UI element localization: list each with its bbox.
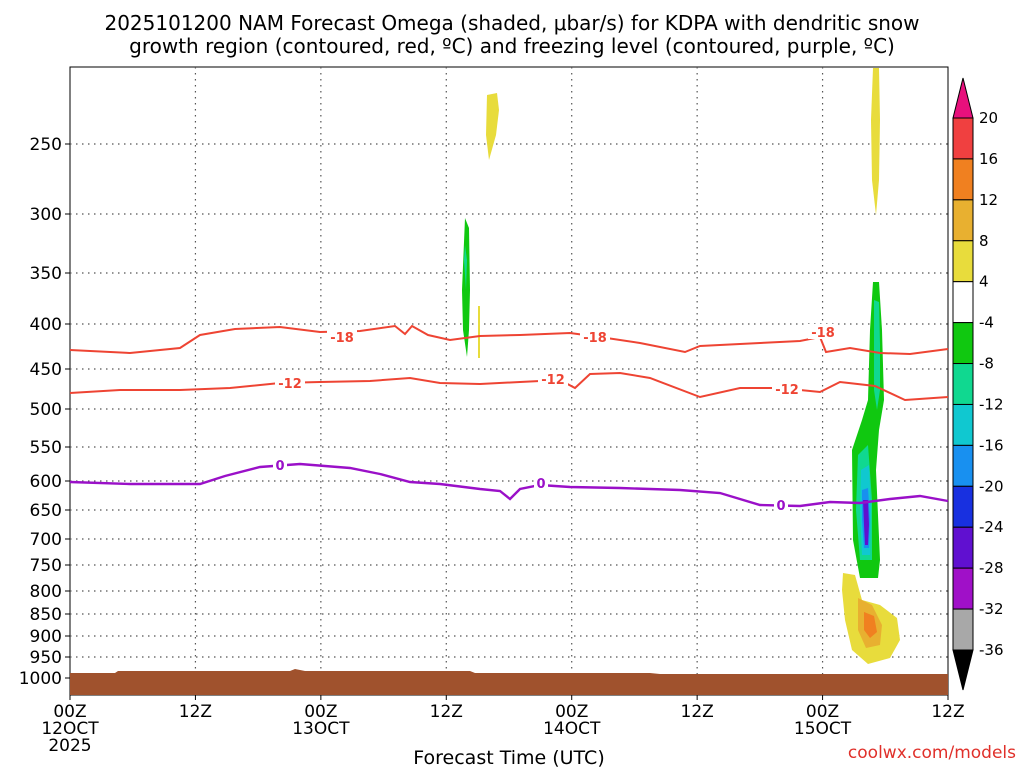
x-tick-label: 15OCT: [794, 719, 852, 739]
colorbar-label: -16: [979, 436, 1004, 454]
colorbar-label: -24: [979, 518, 1004, 536]
colorbar-label: 8: [979, 232, 989, 250]
contour-label-bg: [808, 324, 838, 339]
y-tick-label: 800: [30, 582, 62, 602]
colorbar-segment: [952, 608, 974, 651]
x-tick-label: 12OCT: [41, 719, 99, 739]
contour-label: -18: [330, 331, 354, 346]
contour-label: -18: [811, 326, 835, 341]
x-tick-label: 00Z: [304, 702, 337, 722]
y-tick-label: 950: [30, 648, 62, 668]
credit-text: coolwx.com/models: [848, 743, 1016, 763]
colorbar-label: -28: [979, 559, 1004, 577]
colorbar-label: -32: [979, 600, 1004, 618]
x-tick-label: 00Z: [53, 702, 86, 722]
colorbar-segment: [952, 485, 974, 528]
omega-region-purple: [863, 500, 869, 545]
y-tick-label: 900: [30, 627, 62, 647]
colorbar-segment: [952, 240, 974, 283]
omega-region-orange-core: [864, 612, 877, 638]
contour-label-bg: [772, 381, 802, 396]
colorbar-segment: [952, 526, 974, 569]
contour-label-bg: [273, 457, 287, 472]
contour-label-bg: [327, 329, 357, 344]
colorbar-segment: [952, 281, 974, 324]
colorbar-cap-bottom: [952, 649, 974, 691]
contour-label: -18: [583, 331, 607, 346]
contour-label: -12: [278, 377, 302, 392]
x-tick-label: 12Z: [430, 702, 463, 722]
y-tick-label: 500: [30, 400, 62, 420]
y-tick-label: 350: [30, 264, 62, 284]
contour-label: 0: [275, 459, 284, 474]
contour-label-bg: [534, 475, 548, 490]
x-tick-label: 12Z: [681, 702, 714, 722]
contour-label: -12: [541, 373, 565, 388]
x-tick-label: 2025: [48, 736, 91, 756]
contour-minus18: [69, 324, 949, 356]
x-tick-label: 14OCT: [543, 719, 601, 739]
contour-label-bg: [275, 375, 305, 390]
y-tick-label: 300: [30, 205, 62, 225]
colorbar-segment: [952, 567, 974, 610]
x-tick-label: 00Z: [555, 702, 588, 722]
colorbar-label: -36: [979, 641, 1004, 659]
contour-label-bg: [580, 329, 610, 344]
y-tick-label: 550: [30, 438, 62, 458]
colorbar-segment: [952, 322, 974, 365]
colorbar-label: -8: [979, 355, 994, 373]
contour-label-bg: [774, 497, 788, 512]
colorbar-segment: [952, 363, 974, 405]
omega-region-yellow-small: [478, 306, 480, 358]
chart-title-line1: 2025101200 NAM Forecast Omega (shaded, μ…: [104, 11, 919, 35]
colorbar-label: 20: [979, 109, 998, 127]
x-tick-label: 12Z: [931, 702, 964, 722]
y-tick-label: 400: [30, 315, 62, 335]
omega-region-green-core: [464, 245, 467, 290]
terrain-strip: [70, 669, 948, 695]
y-tick-label: 250: [30, 135, 62, 155]
colorbar-segment: [952, 117, 974, 160]
x-tick-label: 13OCT: [292, 719, 350, 739]
y-tick-label: 700: [30, 530, 62, 550]
colorbar: 20 16 12 8 4 -4 -8 -12 -16 -20 -24 -28 -32 -36: [952, 77, 1004, 691]
omega-region-yellow-upper: [486, 93, 499, 160]
y-tick-label: 1000: [19, 669, 62, 689]
contour-label: 0: [776, 499, 785, 514]
colorbar-segment: [952, 403, 974, 446]
contour-labels: -18 -18 -18 -12 -12 -12 0 0 0: [273, 324, 838, 514]
y-tick-label: 850: [30, 605, 62, 625]
colorbar-label: -4: [979, 314, 994, 332]
y-tick-label: 650: [30, 501, 62, 521]
x-tick-label: 00Z: [806, 702, 839, 722]
x-tick-label: 12Z: [179, 702, 212, 722]
plot-area: [69, 66, 949, 696]
colorbar-label: -20: [979, 477, 1004, 495]
y-tick-label: 750: [30, 556, 62, 576]
colorbar-label: -12: [979, 395, 1004, 413]
colorbar-label: 12: [979, 191, 998, 209]
contour-label: 0: [536, 477, 545, 492]
omega-region-yellow-upper-right: [871, 68, 880, 215]
colorbar-segment: [952, 444, 974, 487]
contour-label-bg: [538, 371, 568, 386]
y-tick-label: 450: [30, 360, 62, 380]
y-axis: 2503003504004505005506006507007508008509…: [19, 135, 70, 689]
colorbar-label: 4: [979, 273, 989, 291]
omega-shading: [462, 68, 900, 664]
contour-label: -12: [775, 383, 799, 398]
colorbar-label: 16: [979, 150, 998, 168]
chart-title-line2: growth region (contoured, red, ºC) and f…: [129, 34, 895, 58]
colorbar-segment: [952, 199, 974, 242]
y-tick-label: 600: [30, 472, 62, 492]
colorbar-segment: [952, 158, 974, 201]
contour-zero: [69, 462, 949, 508]
colorbar-cap-top: [952, 77, 974, 119]
omega-region-teal: [874, 300, 880, 410]
x-axis-label: Forecast Time (UTC): [413, 747, 604, 768]
